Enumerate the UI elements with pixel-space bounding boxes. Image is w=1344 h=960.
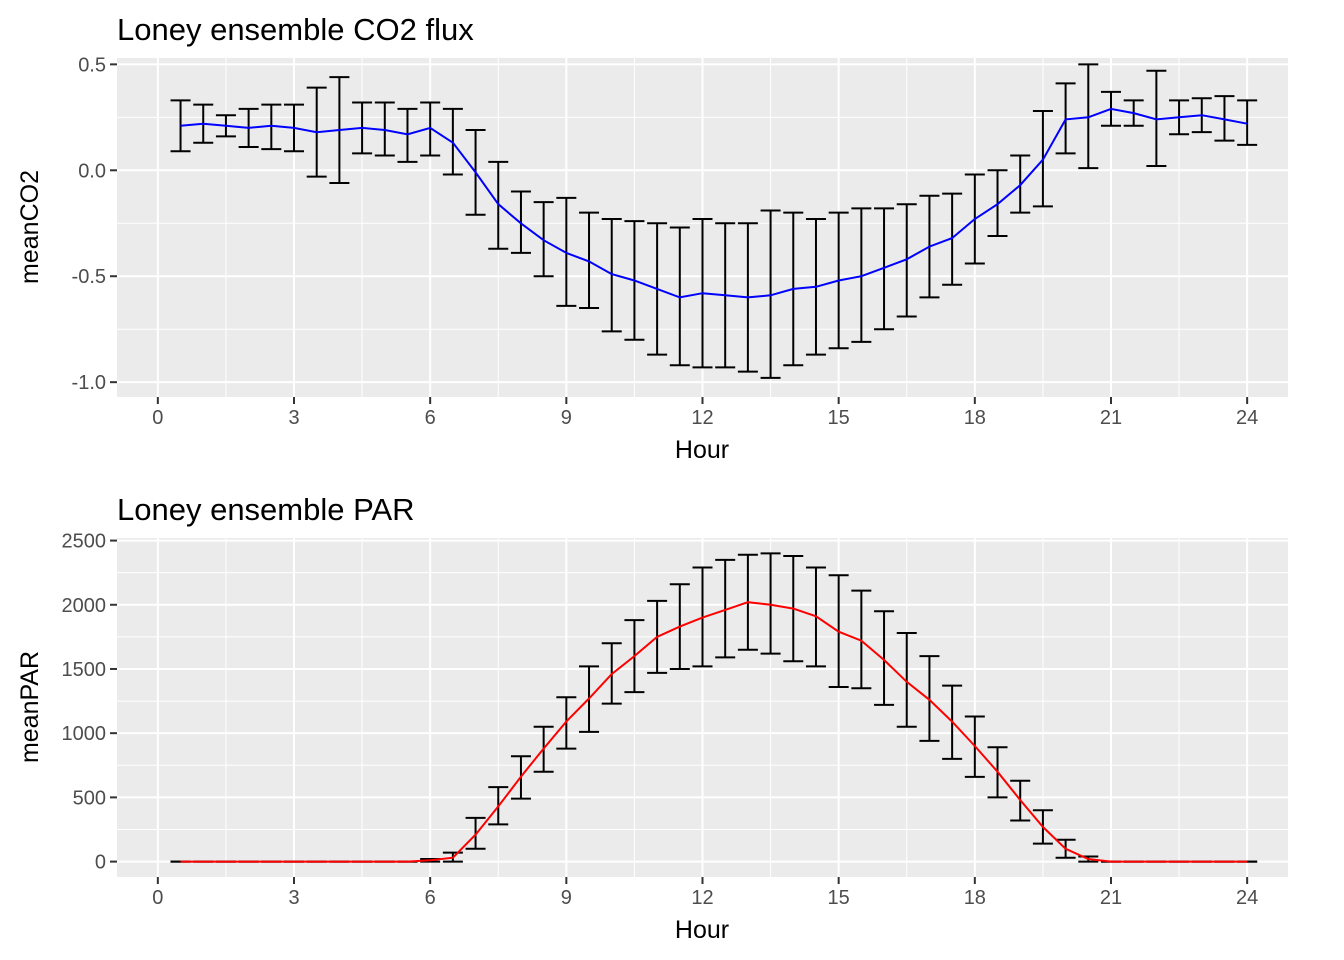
y-tick-label: -1.0	[72, 372, 106, 394]
error-bar	[851, 589, 872, 690]
x-axis-label: Hour	[675, 916, 729, 944]
x-tick-label: 18	[964, 887, 986, 909]
x-tick-label: 24	[1236, 407, 1258, 429]
y-tick-label: 0	[95, 852, 106, 874]
x-tick-label: 21	[1100, 887, 1122, 909]
x-tick-label: 15	[828, 887, 850, 909]
y-tick-label: -0.5	[72, 266, 106, 288]
error-bar	[715, 558, 736, 659]
x-tick-label: 24	[1236, 887, 1258, 909]
x-tick-label: 18	[964, 407, 986, 429]
x-tick-label: 3	[288, 887, 299, 909]
x-tick-label: 21	[1100, 407, 1122, 429]
x-tick-label: 0	[152, 887, 163, 909]
y-axis-ticks: -1.0 -0.5 0.0 0.5	[72, 54, 117, 394]
error-bar	[601, 218, 622, 333]
x-tick-label: 9	[561, 887, 572, 909]
x-tick-label: 6	[425, 407, 436, 429]
x-tick-label: 6	[425, 887, 436, 909]
co2-flux-chart: Loney ensemble CO2 flux -1.0 -0.5 0.0 0.5 0…	[16, 12, 1288, 464]
x-tick-label: 15	[828, 407, 850, 429]
x-tick-label: 12	[691, 887, 713, 909]
y-tick-label: 500	[73, 787, 106, 809]
x-tick-label: 0	[152, 407, 163, 429]
x-axis-label: Hour	[675, 436, 729, 464]
error-bar	[397, 107, 418, 163]
error-bar	[919, 655, 940, 742]
y-tick-label: 1000	[62, 723, 107, 745]
chart-title: Loney ensemble PAR	[117, 492, 415, 527]
y-tick-label: 0.5	[78, 54, 106, 76]
y-axis-ticks: 0 500 1000 1500 2000 2500	[62, 531, 117, 874]
par-chart: Loney ensemble PAR 05001000150020002500 …	[16, 492, 1288, 944]
x-tick-label: 9	[561, 407, 572, 429]
y-tick-label: 2500	[62, 531, 107, 553]
error-bar	[1237, 99, 1258, 146]
y-tick-label: 2000	[62, 595, 107, 617]
error-bar	[896, 632, 917, 728]
y-axis-label: meanPAR	[16, 651, 44, 763]
x-axis-ticks: 0 3 6 9 12 15 18 21 24	[152, 397, 1258, 429]
data-line	[180, 107, 1248, 299]
y-tick-label: 1500	[62, 659, 107, 681]
y-tick-label: 0.0	[78, 160, 106, 182]
error-bar	[261, 103, 282, 151]
chart-title: Loney ensemble CO2 flux	[117, 12, 474, 47]
error-bar	[760, 552, 781, 655]
error-bar	[374, 101, 395, 157]
error-bar	[1055, 82, 1076, 155]
error-bar	[579, 211, 600, 310]
y-axis-label: meanCO2	[16, 170, 44, 284]
x-tick-label: 12	[691, 407, 713, 429]
data-line	[180, 601, 1248, 863]
x-axis-ticks: 0 3 6 9 12 15 18 21 24	[152, 877, 1258, 909]
error-bar	[760, 209, 781, 379]
x-tick-label: 3	[288, 407, 299, 429]
error-bar	[874, 610, 895, 706]
